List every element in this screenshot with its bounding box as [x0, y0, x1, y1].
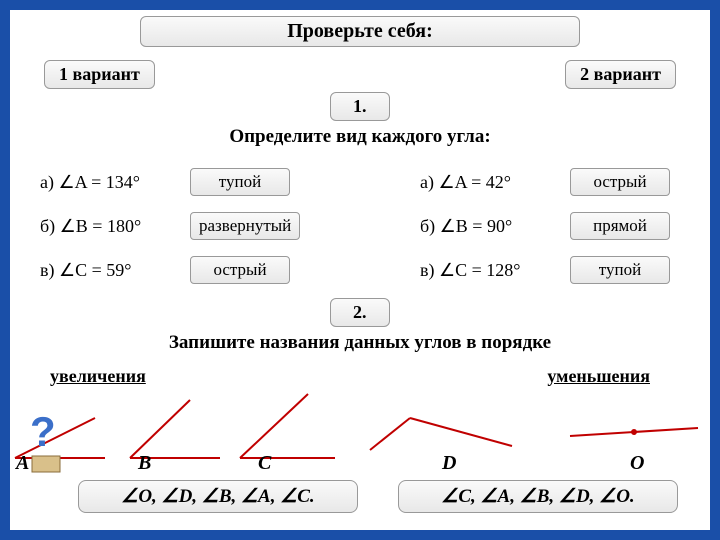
- row-c: в) ∠C = 59° острый: [40, 250, 370, 290]
- row-b: б) ∠B = 180° развернутый: [40, 206, 370, 246]
- variant-1: 1 вариант: [44, 60, 155, 89]
- task1-number: 1.: [330, 92, 390, 121]
- answer-c2: тупой: [570, 256, 670, 284]
- svg-text:?: ?: [30, 408, 56, 455]
- problem-c: в) ∠C = 59°: [40, 260, 190, 281]
- task2-title: Запишите названия данных углов в порядке: [10, 332, 710, 354]
- variant-2: 2 вариант: [565, 60, 676, 89]
- letter-O: O: [630, 452, 644, 475]
- answer-a: тупой: [190, 168, 290, 196]
- column-left: а) ∠A = 134° тупой б) ∠B = 180° разверну…: [40, 162, 370, 294]
- sub-right: уменьшения: [547, 366, 650, 387]
- answer-b: развернутый: [190, 212, 300, 240]
- sub-left: увеличения: [50, 366, 146, 387]
- letter-B: B: [138, 452, 151, 475]
- angles-diagram: [10, 388, 710, 473]
- problem-b2: б) ∠B = 90°: [420, 216, 570, 237]
- letter-D: D: [442, 452, 456, 475]
- header: Проверьте себя:: [140, 16, 580, 47]
- answer-c: острый: [190, 256, 290, 284]
- problem-a: а) ∠A = 134°: [40, 172, 190, 193]
- task2-number: 2.: [330, 298, 390, 327]
- row-a2: а) ∠A = 42° острый: [420, 162, 720, 202]
- answer-b2: прямой: [570, 212, 670, 240]
- column-right: а) ∠A = 42° острый б) ∠B = 90° прямой в)…: [420, 162, 720, 294]
- problem-a2: а) ∠A = 42°: [420, 172, 570, 193]
- task1-title: Определите вид каждого угла:: [10, 126, 710, 148]
- row-c2: в) ∠C = 128° тупой: [420, 250, 720, 290]
- letter-C: C: [258, 452, 271, 475]
- answer-sequence-right: ∠C, ∠A, ∠B, ∠D, ∠O.: [398, 480, 678, 513]
- answer-sequence-left: ∠O, ∠D, ∠B, ∠A, ∠C.: [78, 480, 358, 513]
- question-icon: ?: [22, 406, 72, 476]
- problem-b: б) ∠B = 180°: [40, 216, 190, 237]
- row-a: а) ∠A = 134° тупой: [40, 162, 370, 202]
- row-b2: б) ∠B = 90° прямой: [420, 206, 720, 246]
- problem-c2: в) ∠C = 128°: [420, 260, 570, 281]
- answer-a2: острый: [570, 168, 670, 196]
